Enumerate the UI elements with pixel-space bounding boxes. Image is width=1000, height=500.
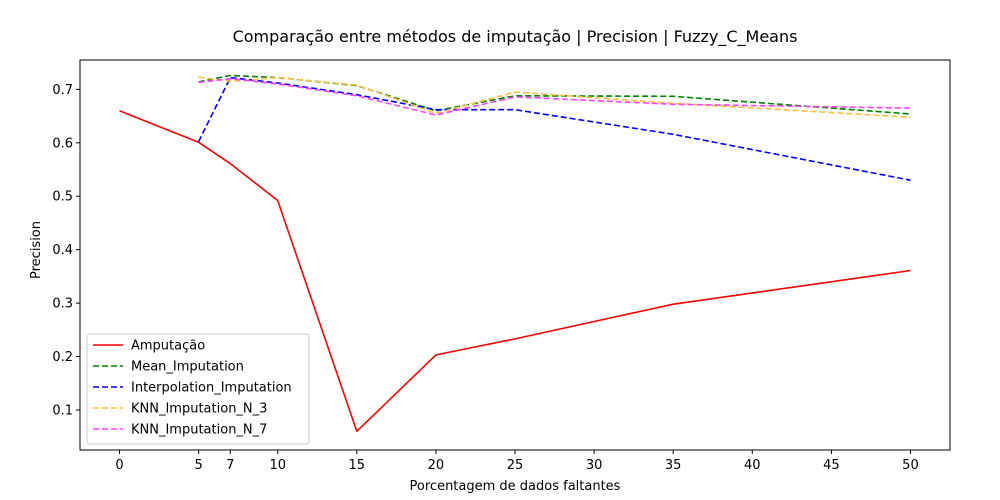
x-tick-label: 35 xyxy=(665,458,682,473)
legend-label: Mean_Imputation xyxy=(131,360,244,375)
x-axis-title: Porcentagem de dados faltantes xyxy=(410,479,621,494)
y-tick-label: 0.6 xyxy=(52,136,73,151)
y-tick-label: 0.2 xyxy=(52,350,73,365)
x-tick-label: 5 xyxy=(194,458,202,473)
x-tick-label: 0 xyxy=(115,458,123,473)
legend-label: KNN_Imputation_N_7 xyxy=(131,423,267,438)
legend: Amputação Mean_Imputation Interpolation_Im… xyxy=(86,333,310,445)
y-tick-label: 0.1 xyxy=(52,403,73,418)
legend-label: Amputação xyxy=(131,339,205,354)
x-tick-label: 40 xyxy=(744,458,761,473)
series-line-knn-imputation-n-3 xyxy=(198,76,911,118)
chart-title: Comparação entre métodos de imputação | … xyxy=(233,27,798,47)
y-tick-label: 0.5 xyxy=(52,190,73,205)
series-line-mean-imputation xyxy=(198,74,911,115)
x-tick-label: 25 xyxy=(507,458,524,473)
legend-label: KNN_Imputation_N_3 xyxy=(131,402,267,417)
x-tick-label: 7 xyxy=(226,458,234,473)
series-line-interpolation-imputation xyxy=(197,76,911,181)
y-tick-label: 0.7 xyxy=(52,83,73,98)
x-tick-label: 50 xyxy=(902,458,919,473)
series-line-amputa-o xyxy=(119,110,911,433)
y-tick-label: 0.4 xyxy=(52,243,73,258)
legend-box xyxy=(86,333,310,445)
x-tick-label: 10 xyxy=(269,458,286,473)
y-axis-title: Precision xyxy=(29,221,44,279)
legend-label: Interpolation_Imputation xyxy=(131,381,292,396)
x-tick-label: 20 xyxy=(428,458,445,473)
y-tick-label: 0.3 xyxy=(52,297,73,312)
x-tick-label: 45 xyxy=(823,458,840,473)
series-line-knn-imputation-n-7 xyxy=(198,77,911,116)
plot-area: 0 5 7 10 15 20 25 30 35 40 45 50 0.1 0.2 0.3 0.4 0.5 0.6 0… xyxy=(52,59,951,473)
x-tick-label: 30 xyxy=(586,458,603,473)
x-tick-label: 15 xyxy=(349,458,366,473)
